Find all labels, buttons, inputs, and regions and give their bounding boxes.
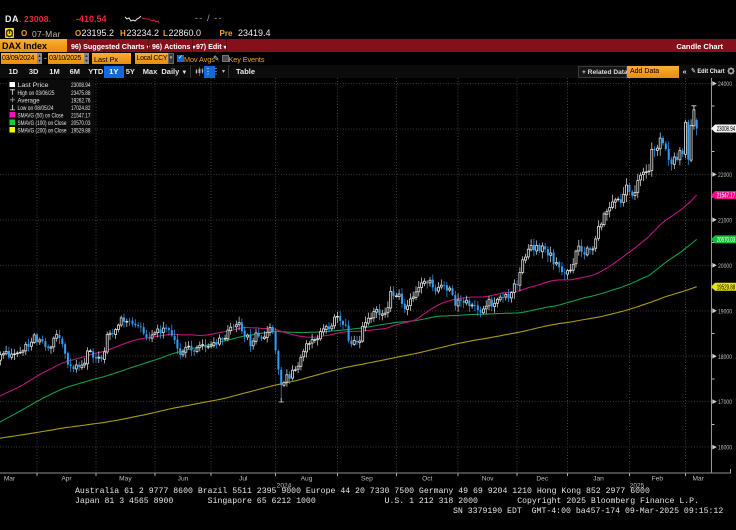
svg-text:Low on 08/05/24: Low on 08/05/24	[18, 105, 54, 112]
svg-text:20570.03: 20570.03	[71, 120, 91, 127]
svg-text:19529.88: 19529.88	[717, 284, 736, 291]
svg-text:Jan: Jan	[593, 476, 604, 483]
svg-text:Last Price: Last Price	[18, 82, 49, 89]
svg-text:Mar: Mar	[693, 476, 705, 483]
svg-text:Nov: Nov	[482, 476, 494, 483]
svg-text:Aug: Aug	[301, 476, 313, 483]
svg-text:20000: 20000	[718, 263, 732, 270]
svg-text:Jun: Jun	[178, 476, 189, 483]
svg-text:21547.17: 21547.17	[71, 112, 91, 119]
svg-text:20570.03: 20570.03	[717, 237, 736, 244]
svg-text:23475.88: 23475.88	[71, 90, 91, 97]
svg-text:Apr: Apr	[61, 476, 72, 483]
svg-text:17024.82: 17024.82	[71, 105, 91, 112]
svg-text:2025: 2025	[630, 482, 645, 489]
svg-text:22000: 22000	[718, 172, 732, 179]
svg-text:21000: 21000	[718, 217, 732, 224]
svg-text:High on 03/06/25: High on 03/06/25	[18, 90, 55, 97]
svg-text:Average: Average	[18, 97, 40, 104]
svg-text:17000: 17000	[718, 399, 732, 406]
svg-text:19262.76: 19262.76	[71, 97, 91, 104]
svg-text:Sep: Sep	[361, 476, 373, 483]
svg-text:Oct: Oct	[422, 476, 432, 483]
svg-text:16000: 16000	[718, 445, 732, 452]
svg-text:21547.17: 21547.17	[717, 193, 736, 200]
svg-text:Jul: Jul	[239, 476, 248, 483]
svg-text:24000: 24000	[718, 81, 732, 88]
svg-text:Feb: Feb	[652, 476, 664, 483]
svg-text:SMAVG (200) on Close: SMAVG (200) on Close	[18, 128, 67, 135]
svg-text:Mar: Mar	[4, 476, 16, 483]
svg-text:19000: 19000	[718, 308, 732, 315]
svg-text:May: May	[119, 476, 132, 483]
svg-text:SMAVG (50) on Close: SMAVG (50) on Close	[18, 112, 64, 119]
svg-text:Dec: Dec	[536, 476, 548, 483]
svg-text:2024: 2024	[277, 482, 292, 489]
svg-text:19529.88: 19529.88	[71, 128, 91, 135]
svg-text:18000: 18000	[718, 354, 732, 361]
svg-text:SMAVG (100) on Close: SMAVG (100) on Close	[18, 120, 67, 127]
svg-text:23008.94: 23008.94	[717, 126, 736, 133]
svg-text:23008.94: 23008.94	[71, 82, 91, 89]
